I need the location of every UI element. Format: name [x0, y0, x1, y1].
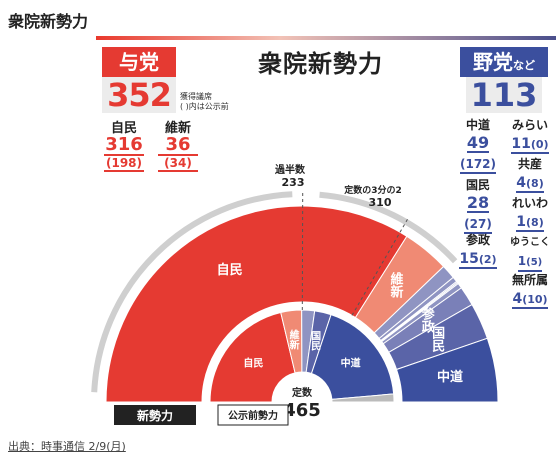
outer-label: 国民	[432, 326, 445, 354]
party-sansei: 参政 15(2)	[454, 233, 502, 269]
party-prev: (34)	[158, 156, 198, 172]
party-kyosan: 共産 4(8)	[506, 157, 554, 193]
party-name: 自民	[110, 121, 137, 136]
outer-label: 中道	[437, 369, 463, 385]
party-seats: 1(5)	[517, 254, 543, 272]
inner-ring	[209, 309, 395, 403]
ruling-guide-arc	[91, 191, 293, 393]
inner-legend: 公示前勢力	[217, 404, 289, 426]
party-prev: (172)	[459, 157, 497, 174]
ruling-note-line1: 獲得議席	[180, 92, 212, 101]
two-thirds-marker: 定数の3分の2 310	[343, 184, 402, 209]
total-label: 定数	[292, 386, 313, 399]
party-chudo: 中道 49 (172)	[458, 118, 498, 174]
party-prev: (198)	[104, 156, 144, 172]
party-kokumin: 国民 28 (27)	[458, 178, 498, 234]
two-thirds-line	[351, 218, 409, 316]
inner-label: 自民	[243, 357, 263, 370]
party-seats: 11(0)	[511, 136, 549, 154]
party-seats: 1(8)	[516, 214, 544, 232]
center-hole	[272, 372, 332, 402]
two-thirds-value: 310	[369, 196, 392, 209]
party-seats: 15(2)	[459, 251, 497, 269]
party-seats: 36	[158, 136, 198, 156]
party-name: みらい	[511, 118, 548, 132]
opposition-badge: 野党など	[460, 47, 548, 77]
majority-label: 過半数	[274, 163, 306, 176]
opposition-label-suffix: など	[513, 59, 535, 72]
outer-label: 参政	[422, 306, 436, 335]
party-seats: 28	[466, 193, 490, 213]
party-prev: (27)	[464, 217, 492, 234]
outer-label: 自民	[217, 262, 243, 278]
party-seats: 49	[466, 133, 490, 153]
ruling-note-line2: ( )内は公示前	[180, 102, 229, 111]
party-ldp: 自民 316 (198)	[104, 117, 144, 172]
party-name: 共産	[517, 157, 542, 171]
party-seats: 4(8)	[516, 175, 544, 193]
outer-legend-label: 新勢力	[137, 408, 173, 423]
ruling-total: 352	[102, 77, 176, 113]
outer-segment	[395, 337, 499, 403]
party-name: 無所属	[511, 273, 548, 287]
center-total: 定数 465	[283, 386, 321, 421]
outer-segment	[105, 205, 408, 403]
ruling-note: 獲得議席 ( )内は公示前	[180, 92, 229, 112]
majority-value: 233	[282, 176, 305, 189]
inner-label: 中道	[341, 357, 361, 370]
party-seats: 316	[104, 134, 144, 156]
party-name: ゆうこく	[510, 237, 550, 248]
page-title: 衆院新勢力	[8, 12, 89, 31]
outer-legend: 新勢力	[114, 405, 196, 425]
party-seats: 4(10)	[512, 291, 548, 309]
party-name: 参政	[465, 233, 490, 247]
two-thirds-label: 定数の3分の2	[343, 184, 402, 196]
party-name: れいわ	[511, 196, 548, 210]
source-credit[interactable]: 出典：時事通信 2/9(月)	[8, 440, 126, 453]
inner-legend-label: 公示前勢力	[228, 409, 278, 422]
total-value: 465	[283, 400, 321, 421]
opposition-label: 野党	[473, 50, 513, 74]
party-name: 国民	[465, 178, 490, 192]
opposition-total: 113	[466, 77, 542, 113]
infographic-title: 衆院新勢力	[258, 50, 383, 78]
inner-label: 国民	[311, 331, 321, 353]
ruling-guide-arc-2	[319, 191, 458, 264]
ruling-badge: 与党	[102, 47, 176, 77]
party-name: 中道	[465, 118, 490, 132]
guide-layer	[91, 191, 458, 393]
party-ishin: 維新 36 (34)	[158, 117, 198, 172]
party-mirai: みらい 11(0)	[506, 118, 554, 154]
outer-ring	[105, 205, 499, 403]
inner-label: 維新	[290, 328, 300, 351]
party-name: 維新	[164, 121, 191, 136]
party-reiwa: れいわ 1(8)	[506, 196, 554, 232]
title-gradient-bar	[96, 36, 556, 40]
outer-label: 維新	[390, 271, 403, 300]
party-independent: 無所属 4(10)	[506, 273, 554, 309]
inner-legend-box	[217, 404, 289, 426]
outer-legend-box	[114, 405, 196, 425]
party-yukoku: ゆうこく 1(5)	[504, 235, 556, 272]
majority-marker: 過半数 233	[274, 163, 306, 189]
